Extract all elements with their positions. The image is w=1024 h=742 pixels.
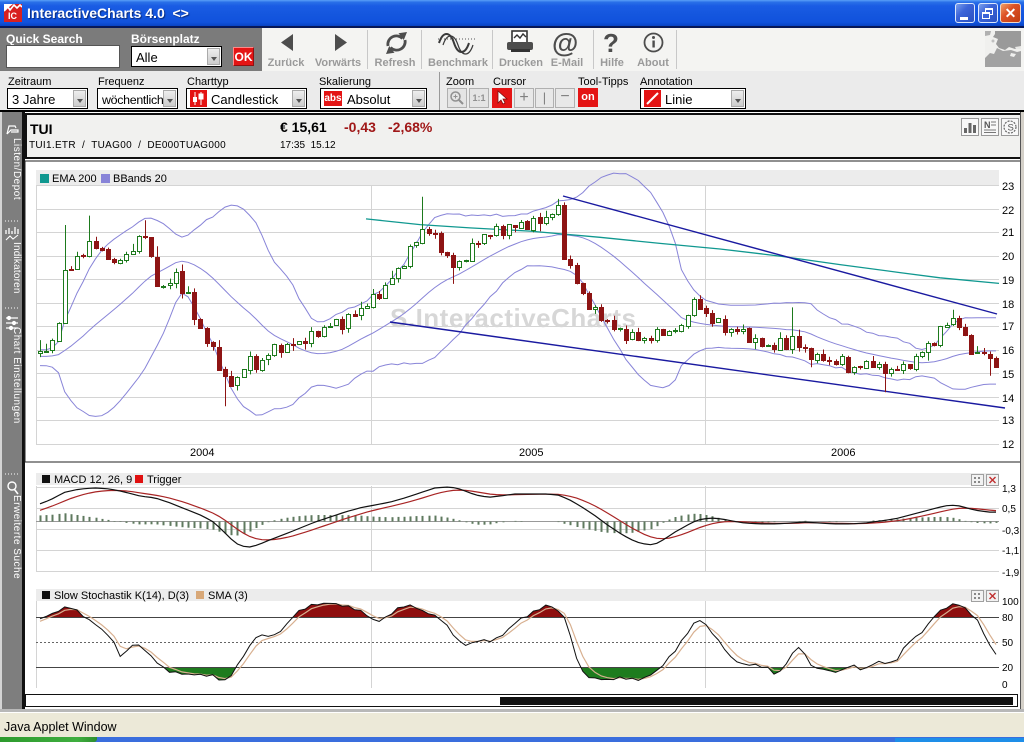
svg-text:N: N [984,120,991,130]
svg-text:-1,9: -1,9 [1002,568,1020,579]
svg-text:0,5: 0,5 [1002,504,1016,515]
svg-text:22: 22 [1002,205,1014,217]
svg-text:2006: 2006 [831,447,855,459]
svg-text:2004: 2004 [190,447,214,459]
svg-text:21: 21 [1002,227,1014,239]
svg-text:-0,3: -0,3 [1002,526,1020,537]
svg-text:1,3: 1,3 [1002,484,1016,495]
svg-text:100: 100 [1002,597,1019,608]
svg-text:Trigger: Trigger [147,474,182,486]
svg-text:IC: IC [8,11,18,21]
svg-text:-1,1: -1,1 [1002,546,1020,557]
svg-text:15: 15 [1002,369,1014,381]
svg-text:S: S [1008,123,1014,134]
svg-text:13: 13 [1002,415,1014,427]
svg-text:23: 23 [1002,181,1014,193]
svg-text:12: 12 [1002,439,1014,451]
svg-text:EMA 200: EMA 200 [52,173,97,185]
svg-text:Slow Stochastik K(14), D(3): Slow Stochastik K(14), D(3) [54,590,189,602]
svg-text:2005: 2005 [519,447,543,459]
svg-text:MACD 12, 26, 9: MACD 12, 26, 9 [54,474,132,486]
svg-text:17: 17 [1002,321,1014,333]
svg-text:0: 0 [1002,680,1008,691]
svg-text:19: 19 [1002,275,1014,287]
svg-text:20: 20 [1002,251,1014,263]
svg-text:50: 50 [1002,638,1014,649]
svg-text:20: 20 [1002,663,1014,674]
svg-text:SMA (3): SMA (3) [208,590,248,602]
svg-text:14: 14 [1002,393,1014,405]
svg-text:18: 18 [1002,299,1014,311]
svg-text:16: 16 [1002,345,1014,357]
svg-text:80: 80 [1002,613,1014,624]
svg-text:BBands 20: BBands 20 [113,173,167,185]
